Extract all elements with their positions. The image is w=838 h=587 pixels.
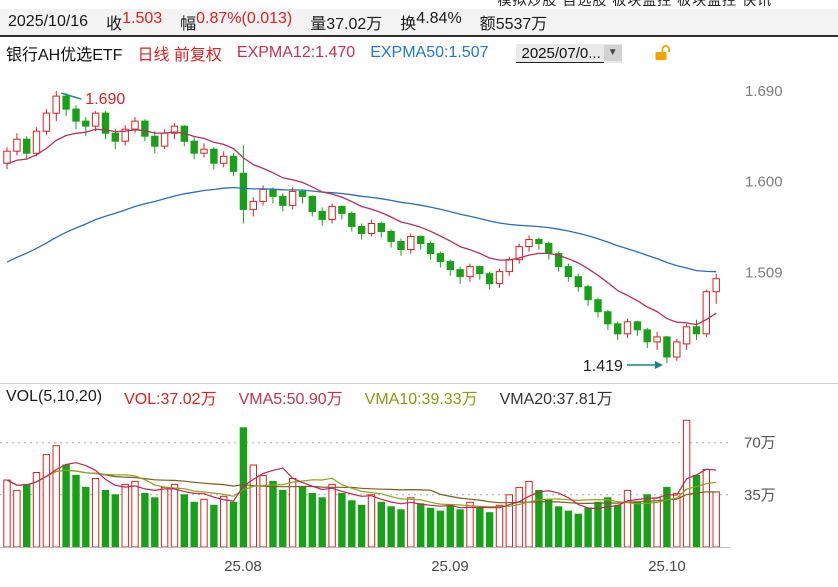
- instrument-name: 银行AH优选ETF: [6, 47, 123, 64]
- svg-text:1.419: 1.419: [583, 358, 623, 375]
- vma20-value: VMA20:37.81万: [499, 390, 613, 408]
- lock-icon[interactable]: [653, 44, 671, 62]
- svg-text:1.690: 1.690: [745, 83, 783, 100]
- quote-field-3-label: 换: [400, 16, 417, 33]
- quote-field-turnover: 换 4.84%: [400, 10, 461, 34]
- quote-field-volume: 量 37.02万: [310, 10, 382, 34]
- period-adjust-label[interactable]: 日线 前复权: [137, 47, 222, 64]
- expma12-label: EXPMA12:1.470: [236, 44, 356, 61]
- vol-indicator-title[interactable]: VOL(5,10,20): [6, 387, 103, 405]
- candlestick-chart[interactable]: 1.690 1.600 1.509 1.690 1.419: [0, 69, 838, 383]
- expma50-label: EXPMA50:1.507: [370, 44, 489, 61]
- volume-header: VOL(5,10,20) VOL:37.02万 VMA5:50.90万 VMA1…: [0, 383, 838, 409]
- chevron-down-icon[interactable]: ▼: [603, 45, 622, 61]
- svg-text:35万: 35万: [744, 487, 776, 504]
- quote-bar: 2025/10/16 收 1.503 幅 0.87%(0.013) 量 37.02万 …: [0, 9, 838, 37]
- x-axis-label-sep: 25.09: [431, 558, 469, 575]
- date-range-selector[interactable]: 2025/07/0... ▼: [515, 43, 622, 63]
- volume-chart[interactable]: 70万 35万: [0, 409, 838, 552]
- x-axis-label-oct: 25.10: [648, 558, 686, 575]
- svg-text:1.600: 1.600: [745, 173, 783, 190]
- quote-field-0-value: 1.503: [122, 10, 163, 27]
- svg-text:70万: 70万: [744, 435, 776, 452]
- quote-field-amount: 额 5537万: [480, 10, 548, 34]
- vol-value: VOL:37.02万: [124, 390, 217, 408]
- quote-field-4-label: 额: [479, 16, 496, 33]
- svg-text:1.509: 1.509: [745, 265, 783, 282]
- x-axis-label-aug: 25.08: [224, 558, 262, 575]
- vma10-value: VMA10:39.33万: [364, 390, 478, 408]
- quote-field-3-value: 4.84%: [416, 10, 462, 27]
- quote-field-change: 幅 0.87%(0.013): [180, 10, 292, 34]
- quote-field-2-value: 37.02万: [326, 16, 383, 33]
- quote-date: 2025/10/16: [8, 13, 89, 30]
- chart-header: 银行AH优选ETF 日线 前复权 EXPMA12:1.470 EXPMA50:1…: [0, 37, 838, 69]
- quote-field-2-label: 量: [310, 16, 327, 33]
- top-nav-clipped[interactable]: 模拟炒股 自选股 板块监控 板块监控 快讯: [0, 0, 838, 9]
- vma5-value: VMA5:50.90万: [238, 390, 343, 408]
- quote-field-1-label: 幅: [180, 16, 197, 33]
- quote-field-4-value: 5537万: [495, 16, 548, 33]
- svg-text:1.690: 1.690: [85, 91, 125, 108]
- date-range-value: 2025/07/0...: [515, 44, 604, 63]
- top-nav-text: 模拟炒股 自选股 板块监控 板块监控 快讯: [497, 0, 772, 8]
- quote-field-1-value: 0.87%(0.013): [196, 10, 293, 27]
- x-axis-labels: 25.08 25.09 25.10: [0, 552, 838, 582]
- quote-field-close: 收 1.503: [106, 10, 162, 34]
- quote-field-0-label: 收: [106, 16, 123, 33]
